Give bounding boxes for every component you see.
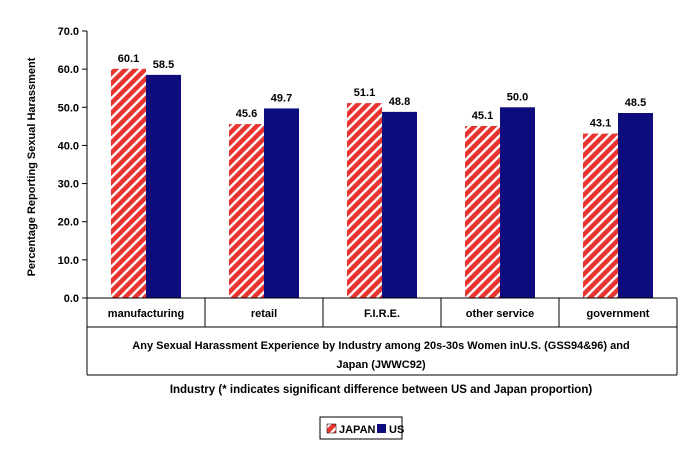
bar-japan-2 <box>229 124 264 298</box>
y-tick-label: 10.0 <box>58 255 79 267</box>
y-axis-label: Percentage Reporting Sexual Harassment <box>26 57 38 276</box>
data-label-us-2: 49.7 <box>271 92 292 104</box>
category-label: government <box>587 308 650 320</box>
bar-us-5 <box>618 113 653 298</box>
y-axis-ticks: 0.0 10.0 20.0 30.0 40.0 50.0 60.0 70.0 <box>58 26 87 305</box>
data-labels-group: 60.1 58.5 45.6 49.7 51.1 48.8 45.1 50.0 43.1 48.5 <box>118 53 646 130</box>
y-tick-label: 70.0 <box>58 26 79 38</box>
data-label-japan-2: 45.6 <box>236 108 257 120</box>
legend-swatch-japan <box>326 423 337 434</box>
category-label: F.I.R.E. <box>364 308 400 320</box>
category-label: manufacturing <box>108 308 184 320</box>
category-label: retail <box>251 308 277 320</box>
bar-us-4 <box>500 107 535 299</box>
x-axis-title: Industry (* indicates significant differ… <box>170 384 593 396</box>
bar-japan-5 <box>583 133 618 298</box>
data-label-us-5: 48.5 <box>625 97 646 109</box>
axes <box>86 31 678 376</box>
y-tick-label: 0.0 <box>64 293 79 305</box>
legend-label-us: US <box>389 424 404 436</box>
data-label-us-3: 48.8 <box>389 96 410 108</box>
chart-caption-line-2: Japan (JWWC92) <box>336 359 426 371</box>
bar-japan-3 <box>347 103 382 298</box>
chart-caption-line-1: Any Sexual Harassment Experience by Indu… <box>132 340 629 352</box>
data-label-japan-1: 60.1 <box>118 53 139 65</box>
bar-japan-4 <box>465 125 500 299</box>
data-label-us-1: 58.5 <box>153 59 174 71</box>
y-tick-label: 30.0 <box>58 179 79 191</box>
data-label-us-4: 50.0 <box>507 91 528 103</box>
data-label-japan-3: 51.1 <box>354 87 375 99</box>
data-label-japan-5: 43.1 <box>590 118 611 130</box>
y-tick-label: 50.0 <box>58 102 79 114</box>
bar-us-2 <box>264 108 299 299</box>
bar-us-1 <box>146 74 181 298</box>
legend: JAPAN US <box>319 416 404 440</box>
bars-group <box>111 68 653 299</box>
data-label-japan-4: 45.1 <box>472 110 493 122</box>
category-labels-group: manufacturing retail F.I.R.E. other service… <box>108 308 650 320</box>
y-tick-label: 20.0 <box>58 217 79 229</box>
legend-swatch-us <box>377 424 386 433</box>
category-label: other service <box>466 308 534 320</box>
y-tick-label: 60.0 <box>58 64 79 76</box>
bar-us-3 <box>382 111 417 298</box>
legend-box <box>319 416 403 440</box>
bar-japan-1 <box>111 68 146 298</box>
legend-label-japan: JAPAN <box>339 424 376 436</box>
y-tick-label: 40.0 <box>58 140 79 152</box>
